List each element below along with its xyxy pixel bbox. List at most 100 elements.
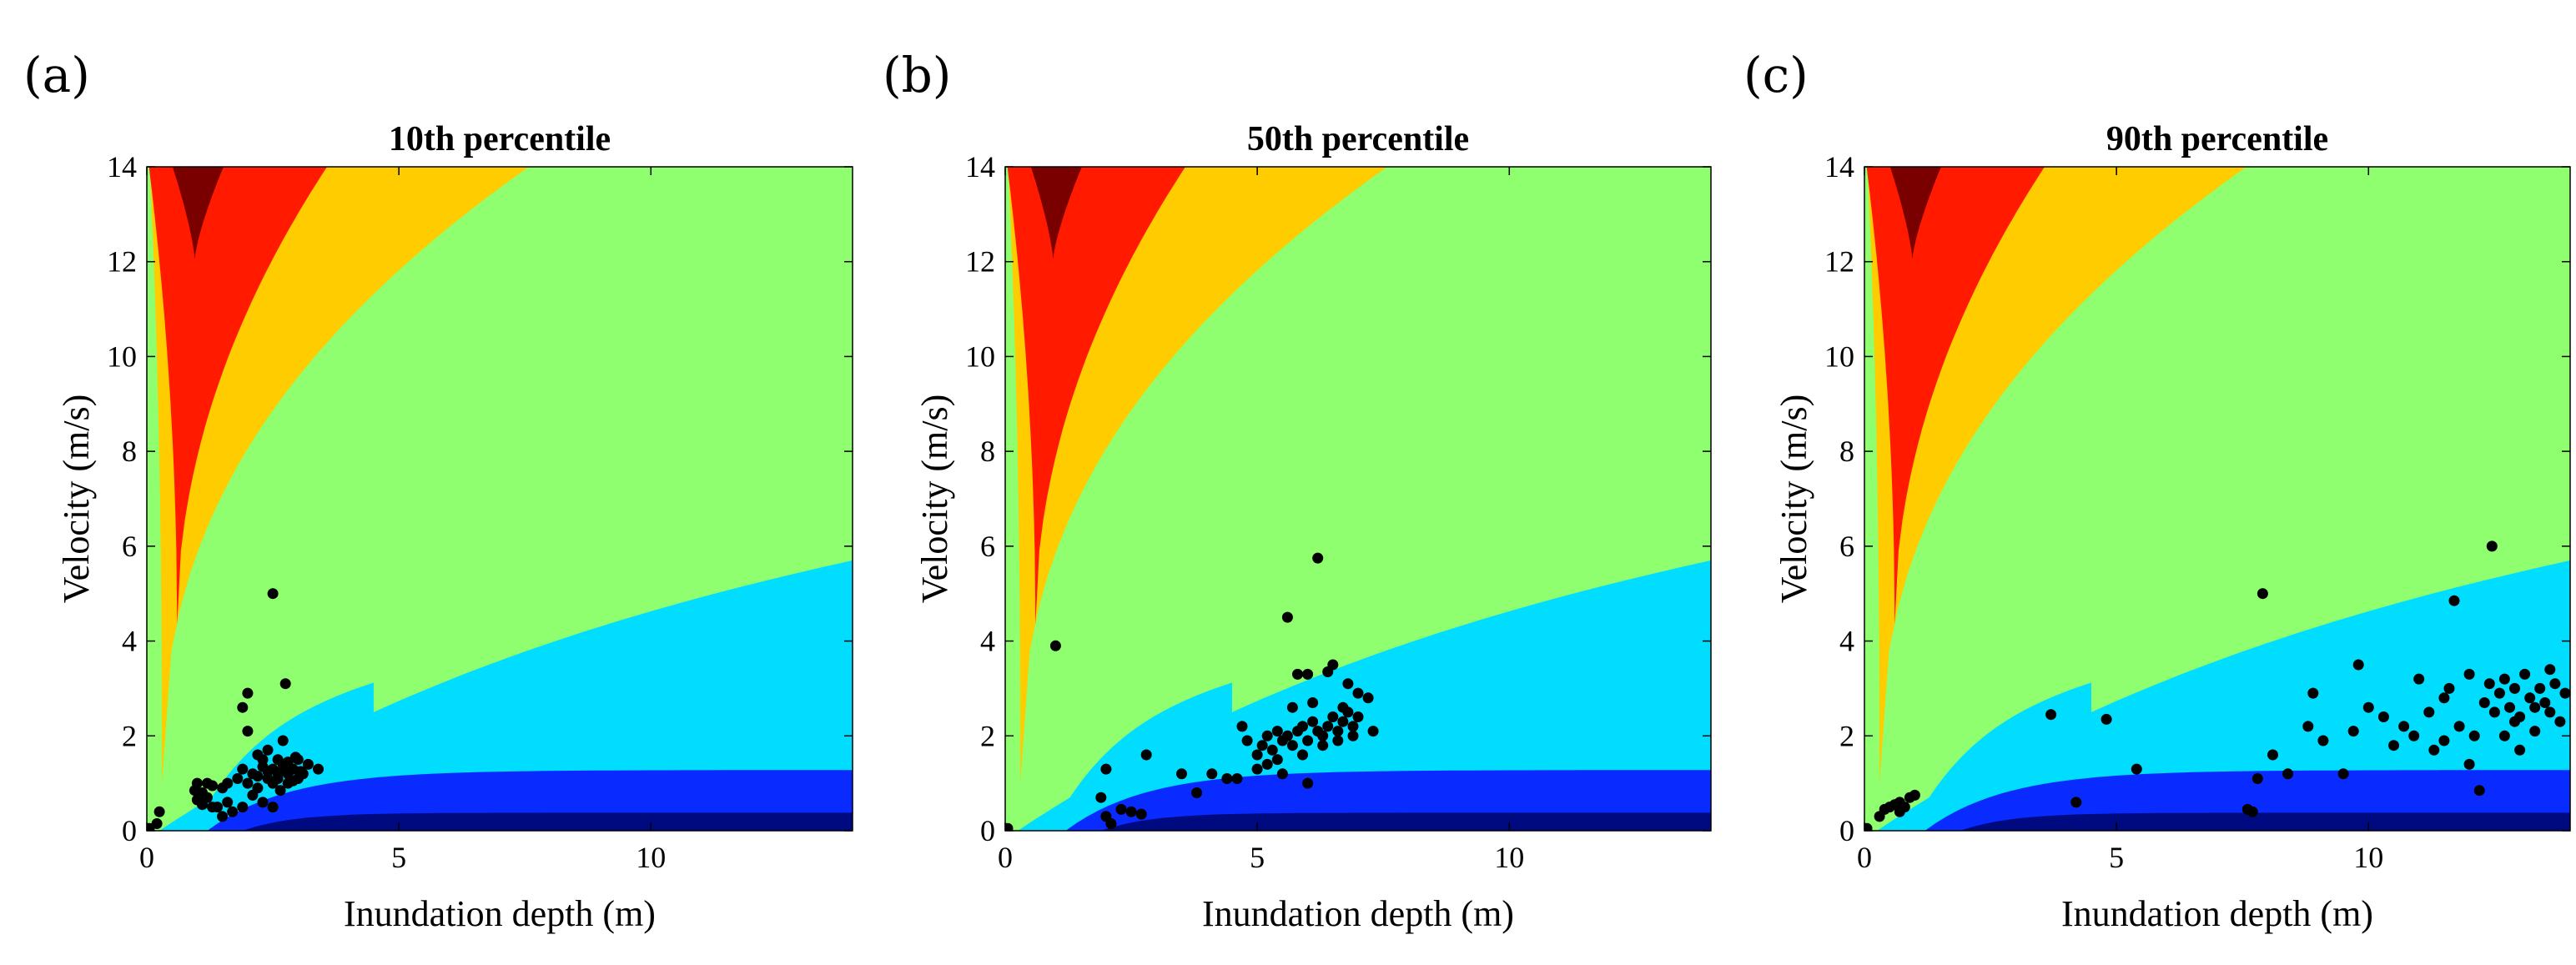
y-tick-label: 4 [980, 625, 995, 658]
data-point [1271, 726, 1283, 737]
y-axis-label: Velocity (m/s) [1774, 395, 1814, 604]
data-point [1332, 726, 1344, 737]
y-tick-label: 4 [122, 625, 137, 658]
data-point [1337, 701, 1349, 713]
x-axis-label: Inundation depth (m) [2061, 893, 2373, 934]
data-point [1302, 777, 1314, 789]
data-point [1337, 716, 1349, 727]
data-point [2413, 673, 2425, 685]
data-point [242, 777, 254, 789]
data-point [2045, 709, 2057, 721]
data-point [1049, 640, 1061, 651]
data-point [2493, 687, 2505, 699]
panel-3: (c) 90th percentile 0 2 4 6 8 10 12 14 0 5 10 Inundat… [1743, 47, 2571, 934]
y-tick-label: 2 [980, 719, 995, 752]
y-tick-label: 2 [122, 719, 137, 752]
y-tick-label: 6 [122, 530, 137, 563]
y-axis-label: Velocity (m/s) [914, 395, 955, 604]
data-point [1307, 716, 1319, 727]
data-point [2317, 735, 2329, 746]
data-point [222, 797, 234, 808]
data-point [1317, 730, 1329, 741]
data-point [2251, 773, 2263, 784]
data-point [1352, 687, 1364, 699]
data-point [2554, 716, 2566, 727]
data-point [2438, 692, 2450, 704]
data-point [2473, 785, 2485, 797]
x-tick-label: 0 [1857, 841, 1872, 874]
data-point [2463, 668, 2475, 680]
data-point [257, 797, 269, 808]
x-tick-label: 10 [1494, 841, 1524, 874]
hazard-zones [1864, 167, 2570, 831]
data-point [252, 771, 264, 782]
y-tick-label: 0 [122, 814, 137, 847]
data-point [1347, 730, 1359, 741]
data-point [2408, 730, 2420, 741]
data-point [2362, 701, 2374, 713]
data-point [1322, 666, 1334, 677]
data-point [2478, 697, 2490, 708]
data-point [242, 687, 254, 699]
scatter-points [147, 588, 324, 831]
data-point [247, 789, 259, 801]
data-point [2267, 749, 2278, 761]
data-point [1105, 818, 1117, 829]
data-point [2307, 687, 2319, 699]
zone-red [148, 167, 328, 625]
y-tick-label: 8 [122, 435, 137, 468]
x-tick-label: 5 [2109, 841, 2124, 874]
chart-title: 50th percentile [1247, 120, 1469, 158]
zone-navy [1960, 812, 2570, 831]
data-point [1327, 711, 1339, 722]
data-point [2347, 726, 2359, 737]
chart-title: 90th percentile [2106, 120, 2328, 158]
data-point [227, 806, 239, 817]
data-point [1236, 721, 1248, 732]
data-point [302, 758, 314, 770]
data-point [277, 735, 289, 746]
data-point [1221, 773, 1233, 784]
zone-navy [1100, 812, 1711, 831]
data-point [294, 766, 306, 777]
data-point [2539, 697, 2551, 708]
data-point [1191, 787, 1203, 798]
data-point [1362, 692, 1374, 704]
data-point [2486, 540, 2498, 552]
data-point [1276, 768, 1288, 780]
data-point [189, 785, 200, 797]
data-point [1176, 768, 1187, 780]
data-point [1307, 697, 1319, 708]
data-point [222, 777, 234, 789]
data-point [262, 744, 274, 756]
zone-dark-red [172, 167, 224, 259]
data-point [1125, 806, 1137, 817]
data-point [2463, 758, 2475, 770]
data-point [2398, 721, 2410, 732]
y-tick-label: 6 [1839, 530, 1854, 563]
data-point [202, 777, 213, 789]
data-point [2519, 668, 2531, 680]
zone-dark-red [1889, 167, 1941, 259]
data-point [1286, 701, 1298, 713]
zone-navy [242, 812, 853, 831]
panel-label: (c) [1743, 47, 1809, 103]
scatter-points [1864, 540, 2570, 831]
data-point [1261, 730, 1273, 741]
data-point [2282, 768, 2294, 780]
data-point [2498, 730, 2510, 741]
data-point [1095, 792, 1107, 803]
data-point [1894, 806, 1905, 817]
data-point [1322, 721, 1334, 732]
data-point [1297, 721, 1308, 732]
y-tick-label: 12 [107, 245, 137, 279]
zone-dark-red [1030, 167, 1082, 259]
data-point [252, 749, 264, 761]
data-point [237, 763, 249, 775]
x-axis-label: Inundation depth (m) [1202, 893, 1514, 934]
axes-box [1864, 166, 2571, 832]
data-point [1317, 740, 1329, 751]
data-point [2443, 682, 2455, 694]
data-point [2529, 701, 2541, 713]
data-point [1286, 740, 1298, 751]
